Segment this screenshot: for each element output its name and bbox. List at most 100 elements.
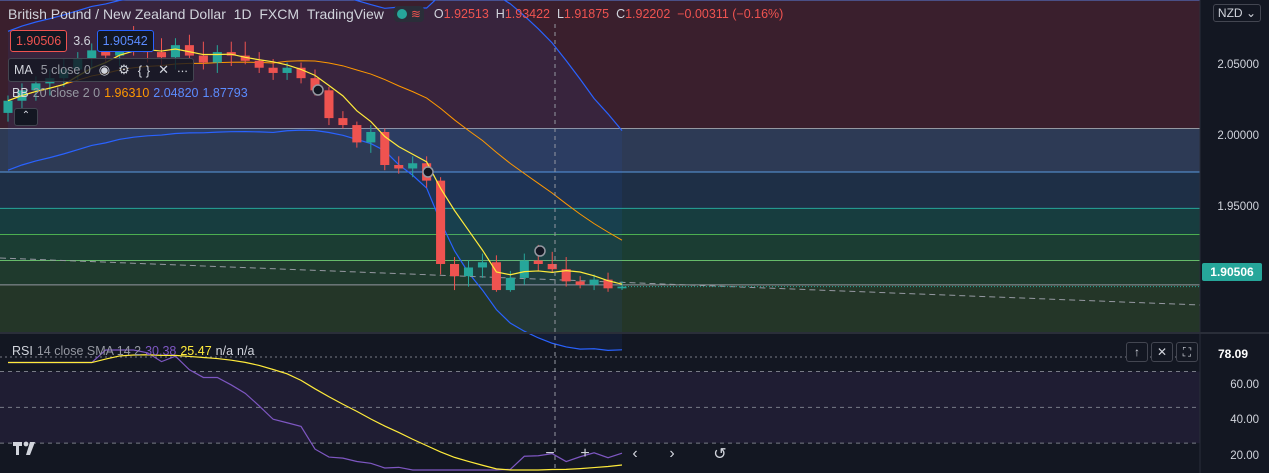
sell-button[interactable]: 1.90506 [10, 30, 68, 52]
candle-body [170, 45, 180, 58]
more-icon[interactable]: ∙∙∙ [176, 62, 188, 78]
candle-body [296, 67, 306, 79]
maximize-icon[interactable]: ⛶ [1176, 342, 1198, 362]
buy-button[interactable]: 1.90542 [96, 30, 154, 52]
candle-body [101, 50, 111, 56]
candle-body [603, 279, 613, 289]
candle-body [463, 267, 474, 277]
reset-icon[interactable]: ↺ [713, 446, 727, 463]
candle-body [254, 60, 264, 68]
last-price-label: 1.90506 [1202, 263, 1262, 281]
candle-body [436, 180, 446, 264]
bb-legend[interactable]: BB 20 close 2 0 1.96310 2.04820 1.87793 [12, 86, 248, 100]
close-icon[interactable]: ✕ [158, 62, 169, 77]
low-value: 1.91875 [563, 7, 610, 21]
bid-ask-panel: 1.90506 3.6 1.90542 [10, 30, 154, 52]
candle-body [198, 55, 208, 63]
braces-icon[interactable]: { } [137, 62, 151, 78]
currency-selector[interactable]: NZD ⌄ [1212, 4, 1261, 22]
minus-icon[interactable]: − [545, 445, 555, 462]
candle-body [268, 67, 278, 73]
rsi-title: RSI [12, 344, 33, 358]
rsi-last-label: 78.09 [1203, 345, 1263, 363]
candle-body [380, 132, 390, 165]
candle-body [156, 52, 167, 58]
price-tick: 2.05000 [1217, 59, 1259, 71]
candle-body [533, 260, 543, 264]
bb-upper-value: 2.04820 [153, 86, 199, 100]
chart-header: British Pound / New Zealand Dollar 1D FX… [8, 4, 783, 24]
rsi-tick: 60.00 [1230, 379, 1259, 391]
candle-body [31, 83, 41, 91]
candle-body [324, 90, 334, 119]
event-marker [312, 84, 324, 96]
price-tick: 1.95000 [1217, 201, 1259, 213]
candle-body [491, 262, 501, 291]
rsi-na-2: n/a [237, 344, 255, 358]
gear-icon[interactable]: ⚙ [118, 62, 130, 77]
tradingview-logo[interactable] [12, 440, 42, 464]
ohlc-values: O1.92513 H1.93422 L1.91875 C1.92202 −0.0… [433, 7, 784, 21]
chevron-left-icon[interactable]: ‹ [632, 445, 638, 462]
exchange: FXCM [259, 6, 300, 22]
candle-body [519, 260, 529, 278]
candle-body [282, 67, 292, 73]
ma-title: MA [14, 63, 33, 77]
bb-basis-value: 1.96310 [104, 86, 150, 100]
candle-body [450, 264, 460, 277]
event-marker [534, 245, 546, 257]
candle-body [547, 264, 557, 270]
candle-body [310, 78, 320, 91]
candle-body [561, 269, 571, 282]
rsi-ma-line [8, 354, 623, 471]
bb-lower-value: 1.87793 [202, 86, 248, 100]
close-icon[interactable]: ✕ [1151, 342, 1173, 362]
candle-body [505, 277, 515, 291]
fib-zone [0, 171, 1200, 209]
bb-lower-line [7, 129, 623, 351]
high-value: 1.93422 [504, 7, 551, 21]
event-marker [422, 166, 434, 178]
trend-line [0, 257, 1201, 306]
market-status-pill[interactable]: ≋ [393, 6, 424, 22]
candle-body [184, 45, 194, 56]
candle-body [366, 132, 376, 143]
candle-body [617, 286, 627, 289]
symbol-title[interactable]: British Pound / New Zealand Dollar [8, 6, 226, 22]
chevron-down-icon: ⌄ [1245, 6, 1256, 20]
rsi-args: 14 close SMA 14 2 [36, 344, 142, 358]
candle-body [477, 262, 487, 268]
fib-zone [0, 260, 1200, 285]
market-open-icon [396, 9, 407, 19]
rsi-na-1: n/a [215, 344, 234, 358]
candle-body [575, 281, 585, 285]
rsi-ma-value: 30.38 [145, 344, 177, 358]
spread-value: 3.6 [73, 34, 91, 48]
ma-legend[interactable]: MA 5 close 0 ◉ ⚙ { } ✕ ∙∙∙ [8, 58, 194, 82]
source: TradingView [306, 6, 384, 22]
rsi-legend[interactable]: RSI 14 close SMA 14 2 30.38 25.47 n/a n/… [12, 344, 254, 358]
fib-zone [0, 234, 1200, 261]
arrow-up-icon[interactable]: ↑ [1126, 342, 1148, 362]
fib-zone [0, 128, 1200, 172]
rsi-tick: 40.00 [1230, 414, 1259, 426]
candle-body [408, 163, 418, 169]
candle-body [338, 118, 348, 126]
price-tick: 2.00000 [1217, 130, 1259, 142]
rsi-line [8, 349, 623, 471]
candle-body [589, 279, 599, 285]
candle-body [240, 55, 250, 61]
candle-body [212, 52, 222, 63]
candle-body [394, 165, 404, 169]
interval[interactable]: 1D [233, 6, 252, 22]
eye-icon[interactable]: ◉ [98, 62, 111, 77]
chevron-up-icon[interactable]: ⌃ [14, 108, 38, 126]
market-wave-icon: ≋ [410, 7, 421, 21]
chevron-right-icon[interactable]: › [669, 445, 675, 462]
bb-args: 20 close 2 0 [32, 86, 101, 100]
change-value: −0.00311 (−0.16%) [677, 7, 784, 21]
plus-icon[interactable]: + [580, 445, 590, 462]
close-value: 1.92202 [625, 7, 671, 21]
rsi-value: 25.47 [180, 344, 212, 358]
